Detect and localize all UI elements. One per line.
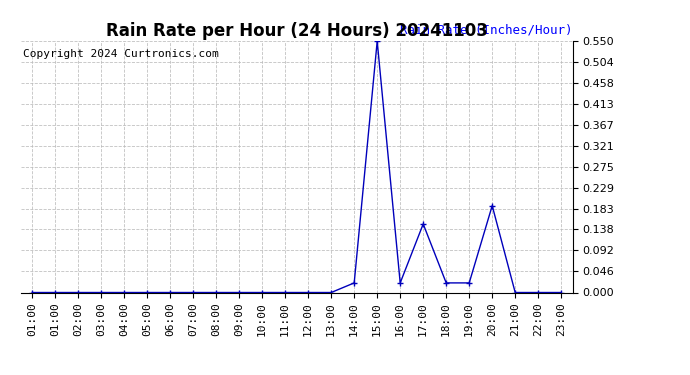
Title: Rain Rate per Hour (24 Hours) 20241103: Rain Rate per Hour (24 Hours) 20241103 — [106, 22, 488, 40]
Text: Rain Rate (Inches/Hour): Rain Rate (Inches/Hour) — [400, 23, 573, 36]
Text: Copyright 2024 Curtronics.com: Copyright 2024 Curtronics.com — [23, 49, 219, 59]
